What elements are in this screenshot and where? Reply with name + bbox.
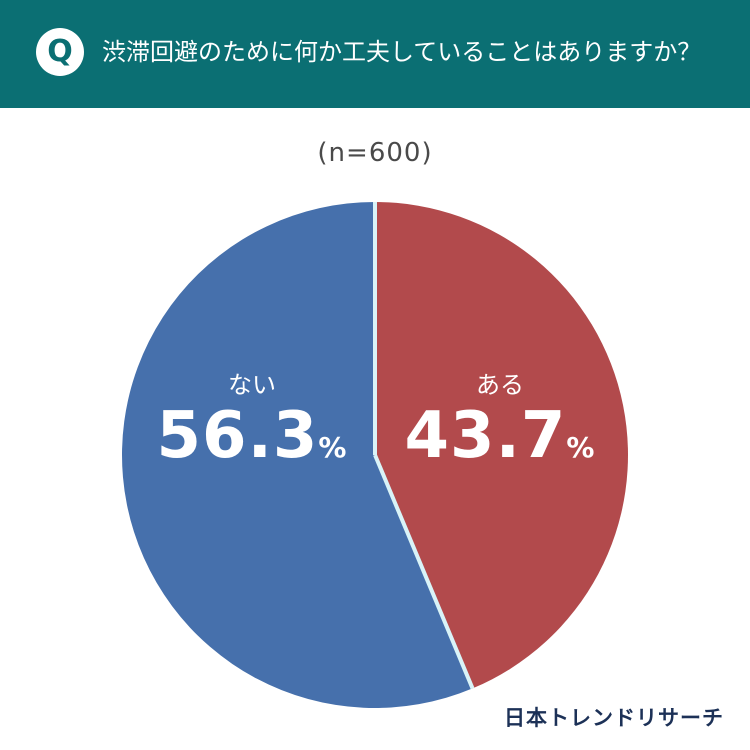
slice-name-aru: ある	[476, 371, 524, 399]
slice-label-nai: ない 56.3%	[132, 370, 372, 484]
q-badge-icon: Q	[36, 28, 84, 76]
slice-separator-1	[373, 454, 475, 690]
pie-slice-1	[122, 202, 473, 708]
slice-value-aru: 43.7%	[404, 399, 596, 473]
sample-size: (n=600)	[317, 138, 433, 168]
slice-label-aru: ある 43.7%	[380, 370, 620, 484]
question-header: Q 渋滞回避のために何か工夫していることはありますか？	[0, 0, 750, 108]
pie-slice-0	[375, 202, 629, 689]
brand-logo: 日本トレンドリサーチ	[504, 706, 724, 730]
slice-name-nai: ない	[228, 371, 276, 399]
slice-value-nai: 56.3%	[156, 399, 348, 473]
question-text: 渋滞回避のために何か工夫していることはありますか？	[102, 38, 702, 66]
